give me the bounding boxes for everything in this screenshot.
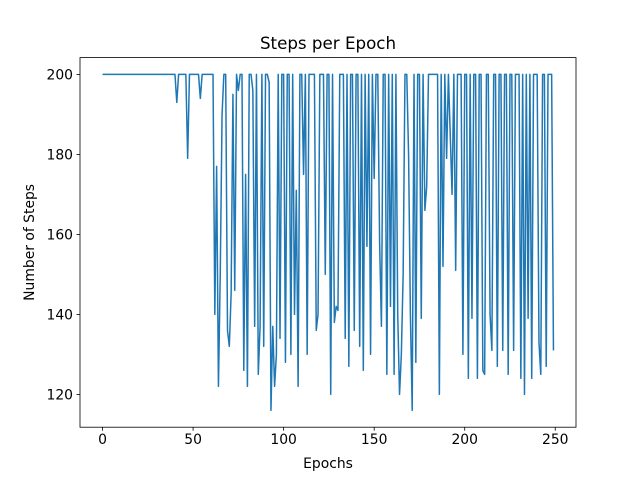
y-axis-label: Number of Steps (22, 184, 38, 301)
data-line (102, 73, 555, 412)
x-axis-label: Epochs (303, 456, 353, 472)
x-tick-label: 100 (270, 432, 297, 448)
chart-title: Steps per Epoch (260, 33, 396, 53)
x-tick-label: 50 (184, 432, 202, 448)
y-tick-label: 160 (46, 227, 73, 243)
y-tick-label: 200 (46, 67, 73, 83)
y-tick-label: 180 (46, 147, 73, 163)
y-tick-label: 120 (46, 387, 73, 403)
x-tick-label: 200 (451, 432, 478, 448)
x-tick-label: 150 (361, 432, 388, 448)
y-tick-label: 140 (46, 307, 73, 323)
x-tick-label: 250 (542, 432, 569, 448)
x-tick-label: 0 (98, 432, 107, 448)
plot-frame (79, 57, 577, 428)
